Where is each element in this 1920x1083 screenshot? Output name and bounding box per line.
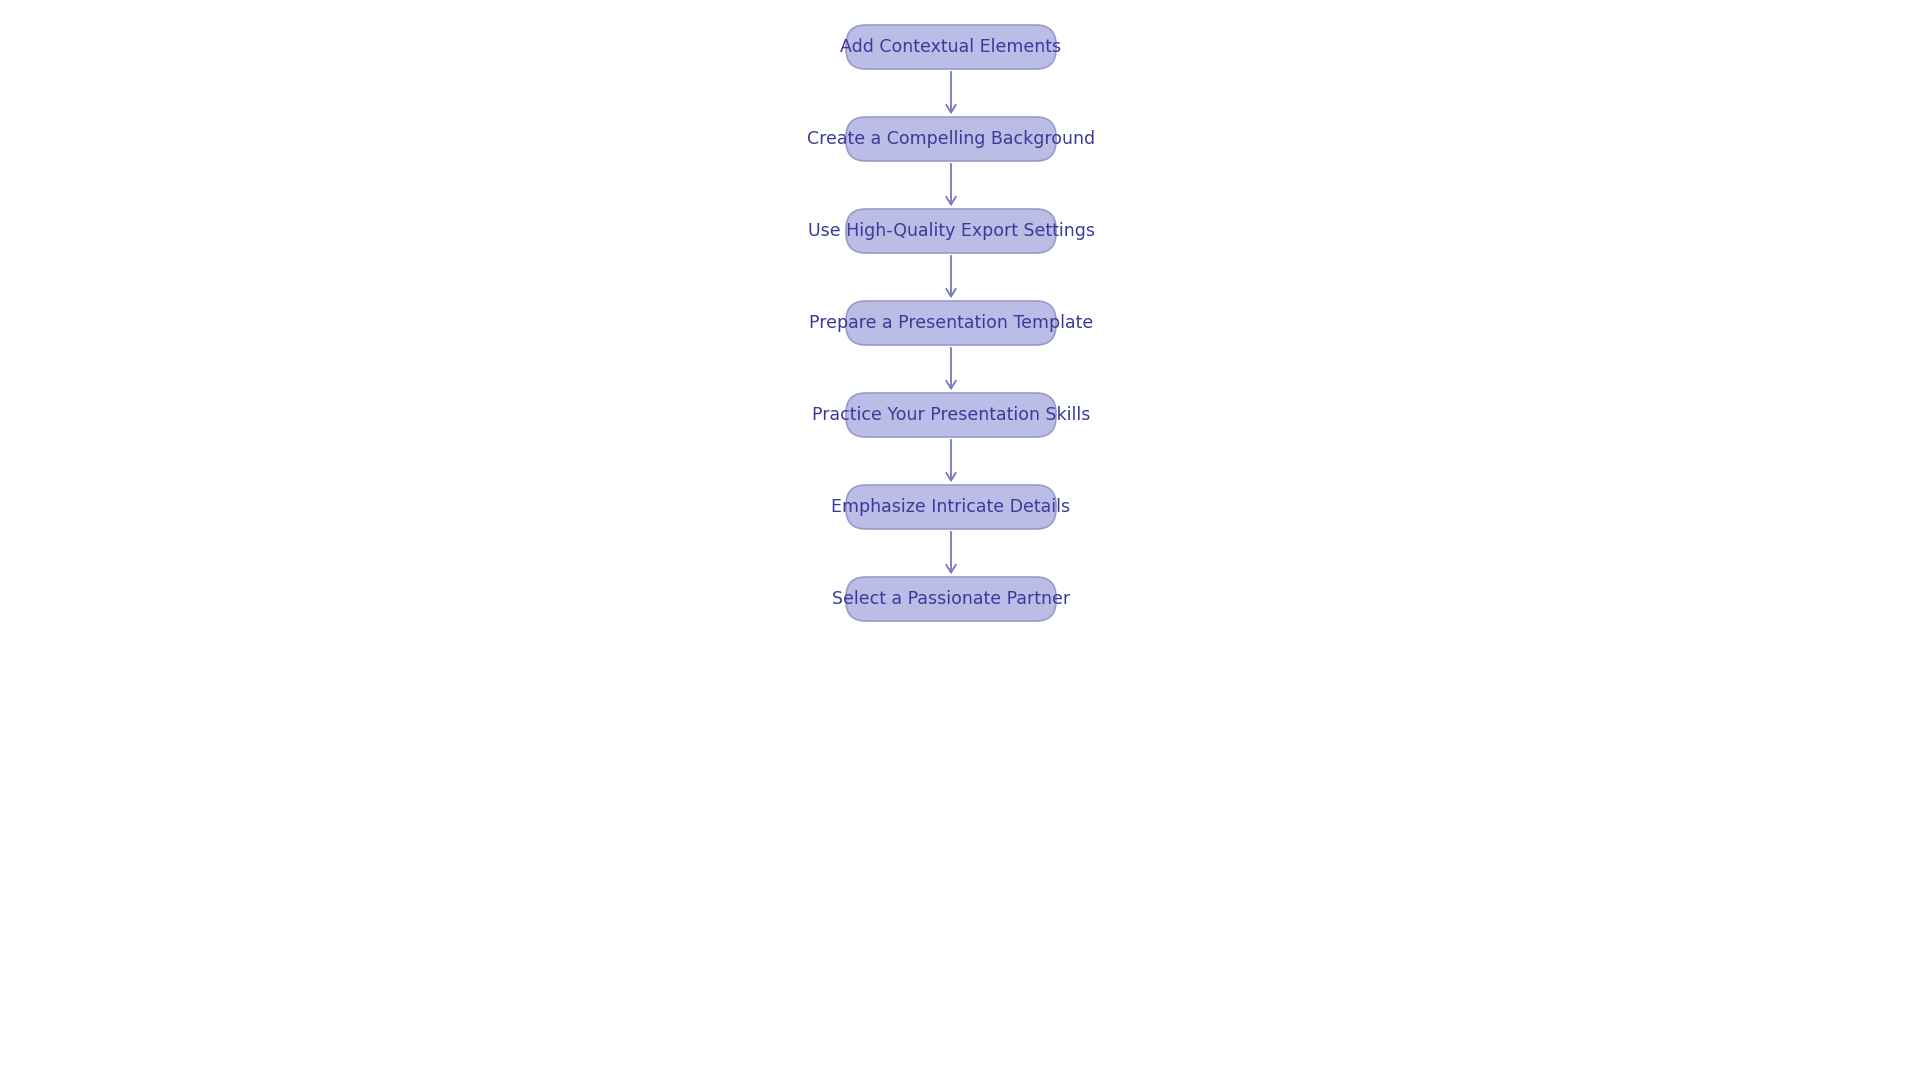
Text: Create a Compelling Background: Create a Compelling Background xyxy=(806,130,1094,148)
FancyBboxPatch shape xyxy=(847,301,1056,345)
Text: Practice Your Presentation Skills: Practice Your Presentation Skills xyxy=(812,406,1091,425)
Text: Prepare a Presentation Template: Prepare a Presentation Template xyxy=(808,314,1092,332)
FancyBboxPatch shape xyxy=(847,577,1056,621)
FancyBboxPatch shape xyxy=(847,485,1056,529)
FancyBboxPatch shape xyxy=(847,393,1056,438)
Text: Use High-Quality Export Settings: Use High-Quality Export Settings xyxy=(808,222,1094,240)
FancyBboxPatch shape xyxy=(847,117,1056,161)
Text: Emphasize Intricate Details: Emphasize Intricate Details xyxy=(831,498,1071,516)
Text: Select a Passionate Partner: Select a Passionate Partner xyxy=(831,590,1069,608)
FancyBboxPatch shape xyxy=(847,25,1056,69)
Text: Add Contextual Elements: Add Contextual Elements xyxy=(841,38,1062,56)
FancyBboxPatch shape xyxy=(847,209,1056,253)
